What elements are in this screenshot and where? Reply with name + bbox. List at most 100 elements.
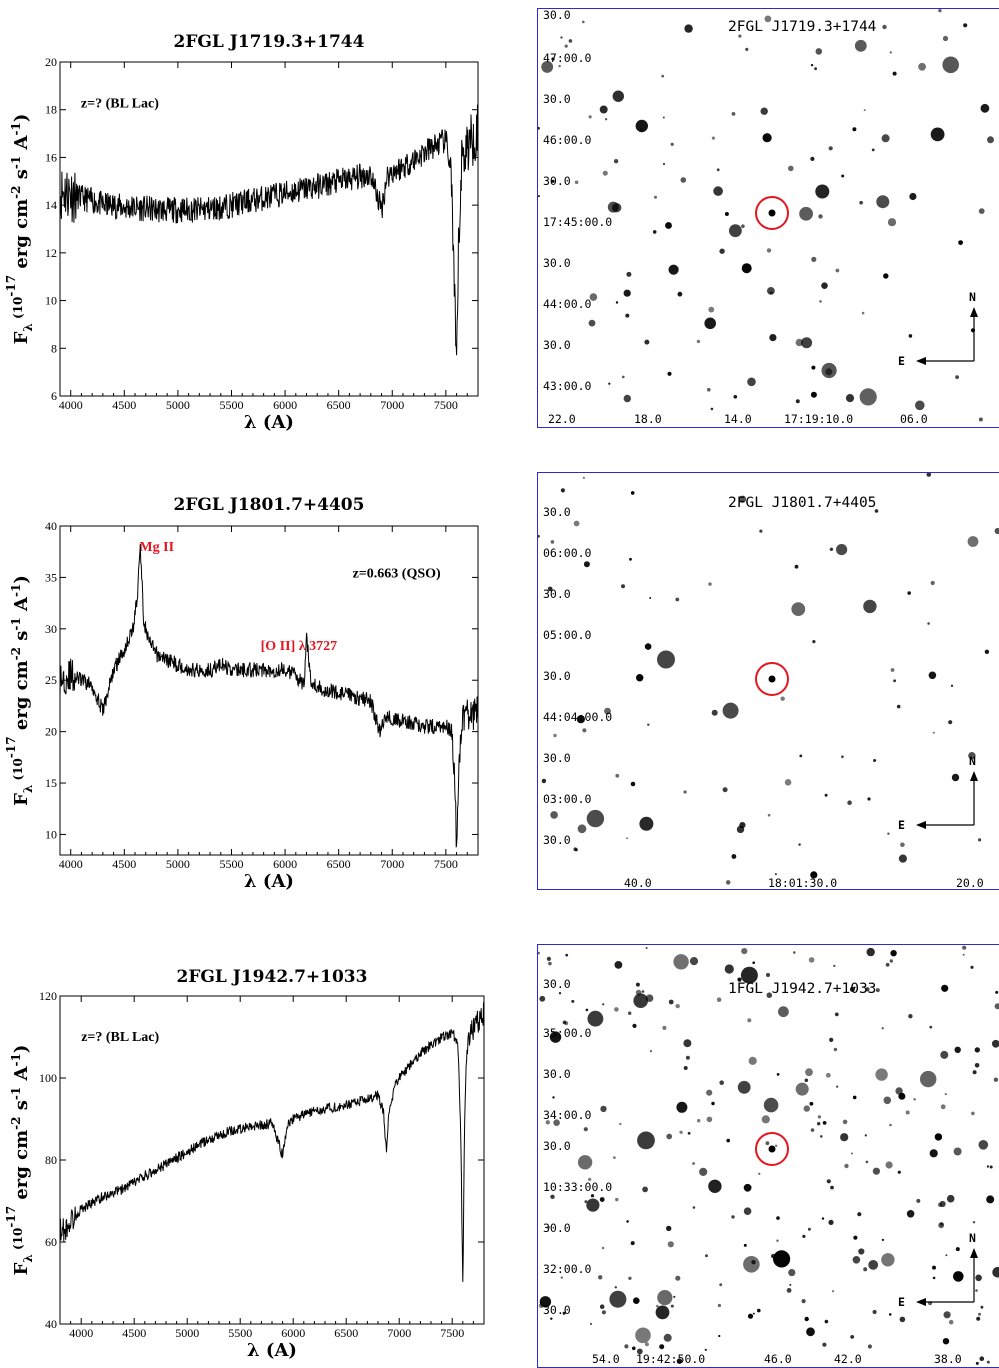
star: [678, 292, 683, 297]
x-tick-label: 6000: [273, 857, 297, 871]
star: [843, 1120, 848, 1125]
finder-title: 2FGL J1801.7+4405: [728, 495, 876, 511]
star: [642, 1187, 648, 1193]
star: [624, 1344, 628, 1348]
star: [616, 301, 618, 303]
dec-label: 17:45:00.0: [543, 215, 612, 229]
star: [812, 640, 815, 643]
star: [766, 1141, 770, 1145]
star: [743, 1256, 760, 1273]
star: [615, 961, 623, 969]
star: [747, 378, 756, 387]
target-star: [769, 676, 776, 683]
star: [927, 622, 930, 625]
star: [656, 1305, 659, 1308]
star: [863, 600, 876, 613]
star: [711, 408, 714, 411]
star: [625, 314, 629, 318]
star: [705, 1254, 708, 1257]
star: [574, 521, 580, 527]
dec-label: 43:00.0: [543, 379, 592, 393]
star: [872, 149, 875, 152]
star: [559, 992, 561, 994]
ra-label: 18:01:30.0: [768, 876, 837, 889]
star: [873, 759, 876, 762]
y-tick-label: 10: [45, 827, 57, 841]
compass-north-head: [970, 1248, 978, 1258]
star: [899, 855, 907, 863]
star: [679, 1131, 682, 1134]
star: [821, 282, 828, 289]
ra-label: 19:42:50.0: [636, 1352, 705, 1366]
star: [955, 1047, 961, 1053]
star: [822, 1217, 824, 1219]
star: [962, 946, 966, 950]
star: [708, 307, 714, 313]
star: [836, 544, 847, 555]
star: [906, 1111, 910, 1115]
star: [737, 826, 744, 833]
star: [973, 1221, 975, 1223]
star: [747, 1018, 751, 1022]
chart-title: 2FGL J1801.7+4405: [174, 495, 365, 515]
star: [791, 602, 805, 616]
star: [799, 755, 802, 758]
ra-label: 38.0: [934, 1352, 962, 1366]
x-tick-label: 5500: [228, 1326, 252, 1340]
star: [968, 536, 979, 547]
star: [688, 1132, 691, 1135]
dec-label: 06:00.0: [543, 546, 592, 560]
x-tick-label: 7000: [380, 398, 404, 412]
star: [951, 685, 953, 687]
y-tick-label: 40: [45, 1317, 57, 1331]
star: [671, 1305, 674, 1308]
star: [844, 1164, 848, 1168]
star: [684, 24, 692, 32]
annotation: z=? (BL Lac): [81, 96, 159, 111]
star: [725, 964, 734, 973]
star: [822, 1343, 826, 1347]
star: [684, 790, 687, 793]
star: [745, 48, 748, 51]
star: [809, 957, 815, 963]
y-tick-label: 8: [51, 341, 57, 355]
star: [763, 133, 772, 142]
star: [629, 558, 632, 561]
star: [929, 672, 937, 680]
star: [690, 957, 698, 965]
chart-title: 2FGL J1719.3+1744: [174, 32, 365, 52]
star: [802, 1299, 806, 1303]
star: [748, 1314, 753, 1319]
star: [795, 565, 799, 569]
dec-label: 30.0: [543, 669, 571, 683]
star: [600, 1197, 605, 1202]
star: [718, 1304, 721, 1307]
star: [661, 75, 664, 78]
star: [669, 1000, 674, 1005]
star: [788, 1269, 795, 1276]
star: [916, 1199, 920, 1203]
y-tick-label: 25: [45, 673, 57, 687]
star: [704, 318, 716, 330]
chart-title: 2FGL J1942.7+1033: [177, 967, 368, 987]
star: [712, 137, 715, 140]
star: [671, 143, 674, 146]
star: [802, 1235, 805, 1238]
star: [615, 1286, 617, 1288]
star: [646, 947, 648, 949]
star: [583, 477, 585, 479]
star: [612, 203, 621, 212]
x-tick-label: 7000: [387, 1326, 411, 1340]
star: [987, 136, 994, 143]
star: [867, 948, 875, 956]
star: [768, 814, 771, 817]
star: [940, 1051, 948, 1059]
star: [979, 208, 985, 214]
star: [563, 1021, 567, 1025]
finder-chart-3: 1FGL J1942.7+1033 30.0 35:00.0 30.0 34:00.0 3…: [537, 944, 999, 1368]
star: [538, 127, 540, 130]
star: [915, 401, 925, 411]
star: [853, 1256, 861, 1264]
star: [656, 1306, 670, 1320]
star: [987, 1361, 990, 1364]
